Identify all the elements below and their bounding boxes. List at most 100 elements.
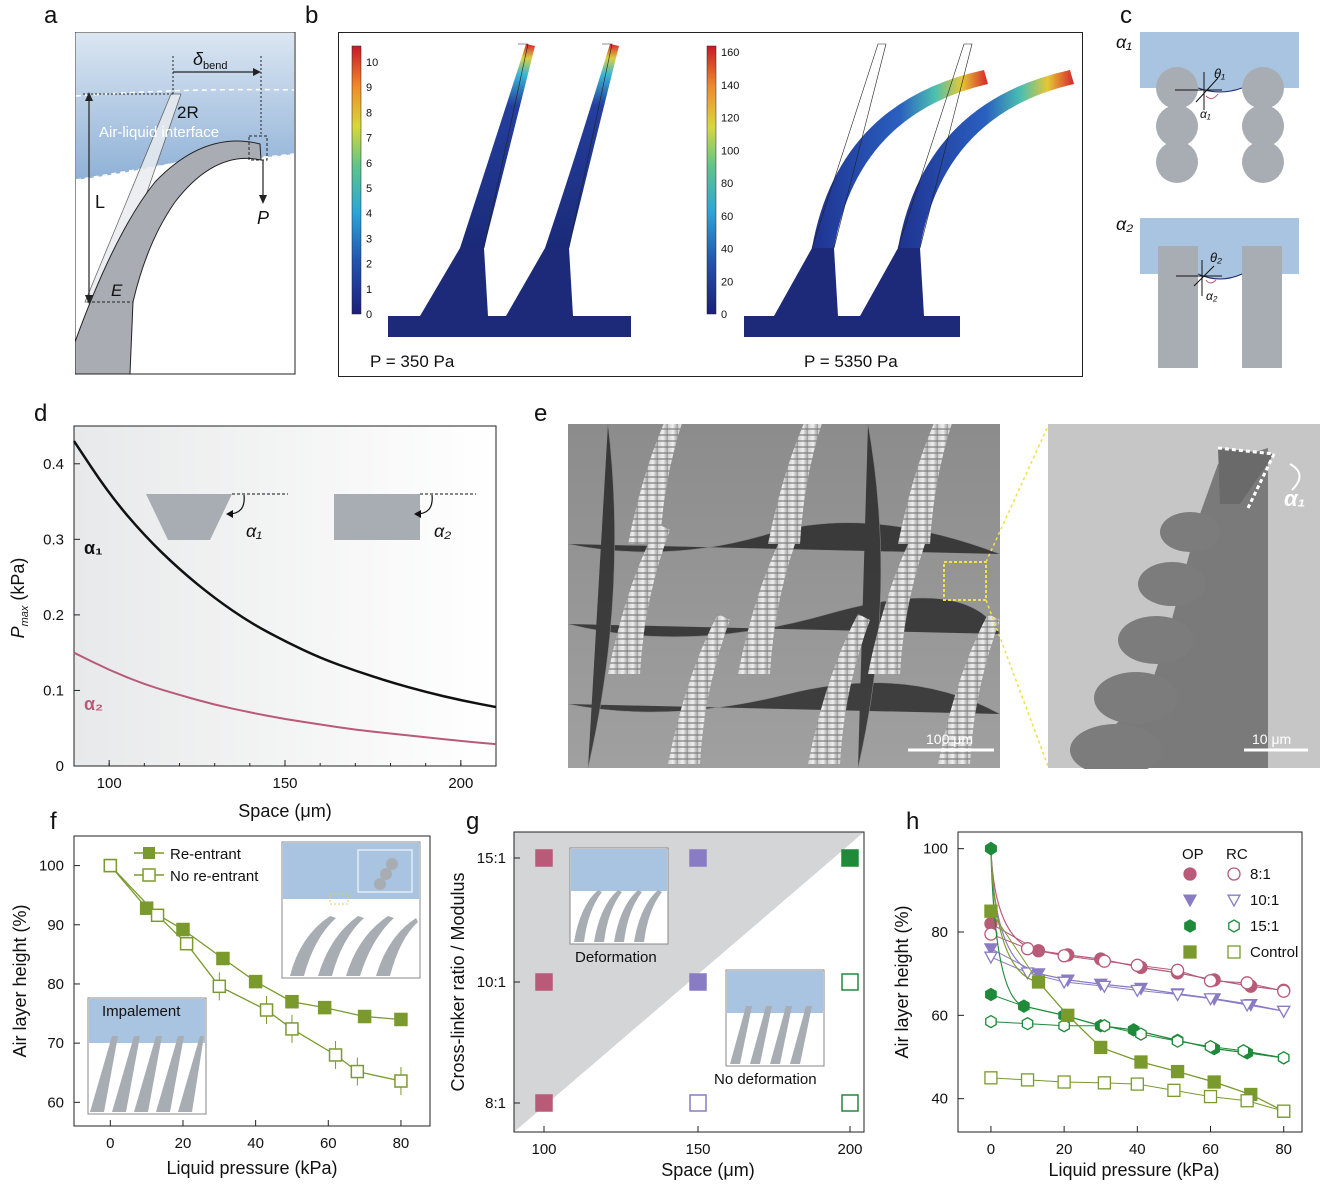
sem-pillar (668, 614, 730, 764)
h-data-point (1130, 1077, 1144, 1091)
h-data-point (984, 841, 997, 856)
h-data-point (984, 904, 998, 918)
g-data-point (535, 1094, 553, 1112)
d-ytick-label: 0.2 (43, 607, 64, 624)
h-data-point (1167, 1083, 1181, 1097)
b-scale1-tick: 2 (366, 259, 372, 271)
f-legend-re-entrant: Re-entrant (170, 846, 242, 863)
g-ylabel: Cross-linker ratio / Modulus (448, 872, 468, 1091)
f-data-point (139, 901, 154, 915)
f-xtick-label: 80 (393, 1135, 410, 1152)
h-data-point (1130, 984, 1145, 998)
h-data-point (1031, 968, 1046, 982)
d-ytick-label: 0.4 (43, 456, 64, 473)
b-scale1-tick: 6 (366, 158, 372, 170)
panel-d-label: d (34, 400, 48, 427)
h-data-point (1276, 1005, 1291, 1019)
f-xlabel: Liquid pressure (kPa) (166, 1158, 337, 1178)
b-scale1-tick: 0 (366, 309, 372, 321)
sem-pillar (898, 424, 952, 544)
sem-pillar (738, 524, 800, 674)
h-data-point (1058, 1018, 1070, 1033)
d-xtick-label: 150 (272, 775, 297, 792)
sem-pillar (808, 614, 870, 764)
b-scale2-tick: 20 (721, 276, 733, 288)
c-alpha2-title: α₂ (1116, 214, 1133, 234)
h-legend-label: 10:1 (1250, 892, 1279, 909)
b-scale2-tick: 40 (721, 244, 733, 256)
f-ytick-label: 80 (47, 976, 64, 993)
h-data-point (984, 927, 998, 941)
f-data-point (103, 858, 118, 873)
panel-h-label: h (906, 808, 920, 835)
b-scale2-tick: 0 (721, 309, 727, 321)
h-data-point (1170, 989, 1185, 1002)
panel-g-chart: 100 150 200 8:1 10:1 15:1 Deformation No defo… (448, 831, 865, 1180)
d-curve2-label: α₂ (84, 694, 103, 714)
panel-f-label: f (50, 808, 57, 835)
f-xtick-label: 60 (320, 1135, 337, 1152)
d-curve1-label: α₁ (84, 538, 103, 558)
sem-pillar (938, 614, 1000, 764)
f-xtick-label: 40 (247, 1135, 264, 1152)
h-data-point (1097, 954, 1112, 968)
f-ylabel: Air layer height (%) (10, 904, 30, 1057)
g-data-point (689, 849, 707, 867)
e-alpha-label: α₁ (1284, 486, 1305, 511)
e-scale1: 100 μm (926, 731, 973, 747)
g-inset1-label: Deformation (575, 949, 657, 966)
h-data-point (985, 987, 997, 1002)
h-legend-label: 8:1 (1250, 866, 1271, 883)
f-ytick-label: 70 (47, 1035, 64, 1052)
load-label: P (257, 208, 269, 228)
f-data-point (179, 936, 194, 951)
b-scale2-tick: 160 (721, 47, 739, 59)
e-scale2: 10 μm (1252, 731, 1291, 747)
f-data-point (176, 922, 190, 937)
h-xtick-label: 20 (1056, 1141, 1073, 1158)
two-r-label: 2R (177, 103, 199, 122)
b-scale1-tick: 4 (366, 208, 372, 220)
f-ytick-label: 60 (47, 1094, 64, 1111)
d-ytick-label: 0 (56, 758, 64, 775)
h-xtick-label: 80 (1275, 1141, 1292, 1158)
panel-a-diagram: δbend 2R Air-liquid interface L P E (75, 32, 296, 375)
modulus-label: E (111, 281, 123, 300)
d-ylabel: Pmax (kPa) (8, 558, 31, 639)
b-scale1-tick: 3 (366, 233, 372, 245)
h-data-point (1240, 999, 1255, 1013)
h-data-point (1227, 867, 1241, 881)
b-scale2-tick: 140 (721, 80, 739, 92)
h-data-point (984, 1071, 998, 1085)
h-data-point (1228, 919, 1240, 933)
h-data-point (1130, 958, 1144, 972)
h-data-point (1203, 974, 1218, 988)
g-xtick-label: 200 (837, 1141, 862, 1158)
d-inset1-label: α₁ (246, 521, 262, 541)
h-data-point (1135, 1027, 1147, 1041)
h-data-point (1097, 1076, 1112, 1090)
f-inset-label: Impalement (102, 1003, 181, 1020)
panel-e-label: e (534, 400, 548, 427)
f-data-point (285, 994, 299, 1009)
b-scale1-tick: 10 (366, 57, 378, 69)
h-legend-rc: RC (1226, 846, 1248, 863)
g-ytick-label: 8:1 (485, 1095, 506, 1112)
panel-g-label: g (466, 808, 480, 835)
g-data-point (841, 849, 859, 867)
interface-label: Air-liquid interface (99, 124, 219, 141)
f-ytick-label: 100 (39, 858, 64, 875)
h-data-point (1020, 1073, 1035, 1087)
b-scale2-tick: 100 (721, 145, 739, 157)
h-ytick-label: 80 (931, 924, 948, 941)
f-data-point (259, 1003, 274, 1017)
panel-e-micrographs: 100 μm α₁ 10 μm (568, 424, 1320, 769)
b-scale1-tick: 9 (366, 82, 372, 94)
f-data-point (394, 1012, 408, 1027)
b-scale1-tick: 1 (366, 284, 372, 296)
h-ytick-label: 40 (931, 1091, 948, 1108)
h-data-point (1171, 1034, 1184, 1048)
h-data-point (1021, 1016, 1034, 1031)
d-ytick-label: 0.1 (43, 682, 64, 699)
g-data-point (689, 973, 707, 991)
